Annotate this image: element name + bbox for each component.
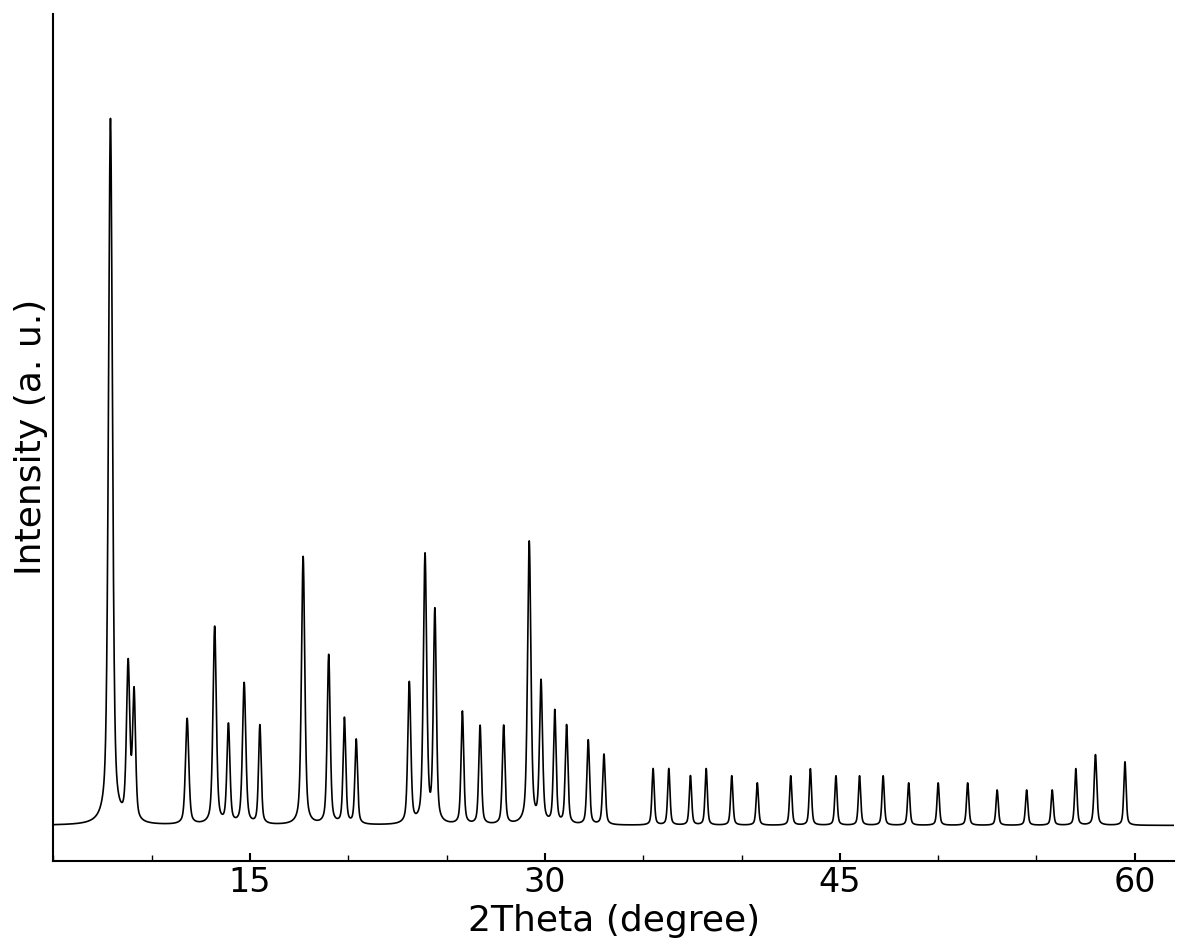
Y-axis label: Intensity (a. u.): Intensity (a. u.) [14,299,48,575]
X-axis label: 2Theta (degree): 2Theta (degree) [468,904,760,938]
